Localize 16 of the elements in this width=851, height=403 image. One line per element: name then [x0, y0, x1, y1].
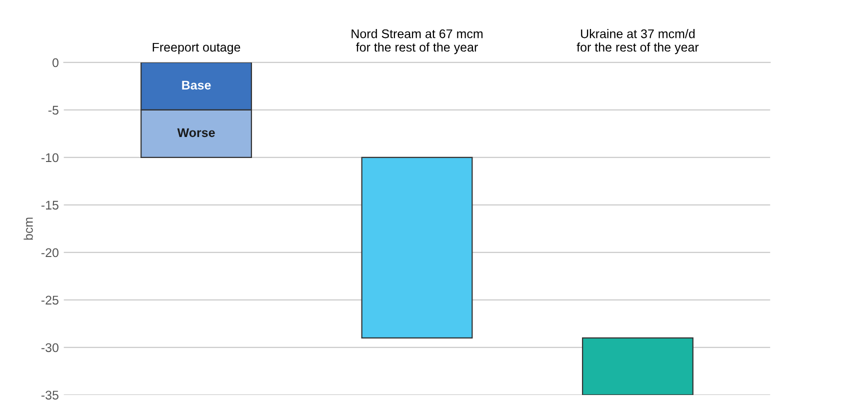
y-tick-label: -35 [41, 390, 58, 400]
y-tick-label: -30 [41, 343, 58, 352]
y-axis-title: bcm [24, 218, 33, 240]
bar [361, 156, 473, 338]
y-tick-label: 0 [52, 58, 58, 68]
bar [582, 337, 694, 395]
y-tick-label: -25 [41, 296, 58, 305]
x-tick-label: Ukraine at 37 mcm/d for the rest of the year [576, 29, 699, 54]
y-tick-label: -5 [48, 106, 58, 115]
y-tick-label: -10 [41, 153, 58, 162]
y-tick-label: -15 [41, 200, 58, 210]
x-tick-label: Nord Stream at 67 mcm for the rest of the year [352, 29, 483, 54]
series-label: Base [182, 80, 211, 90]
x-tick-label: Freeport outage [152, 42, 240, 54]
y-tick-label: -20 [41, 248, 58, 258]
series-label: Worse [177, 128, 215, 138]
